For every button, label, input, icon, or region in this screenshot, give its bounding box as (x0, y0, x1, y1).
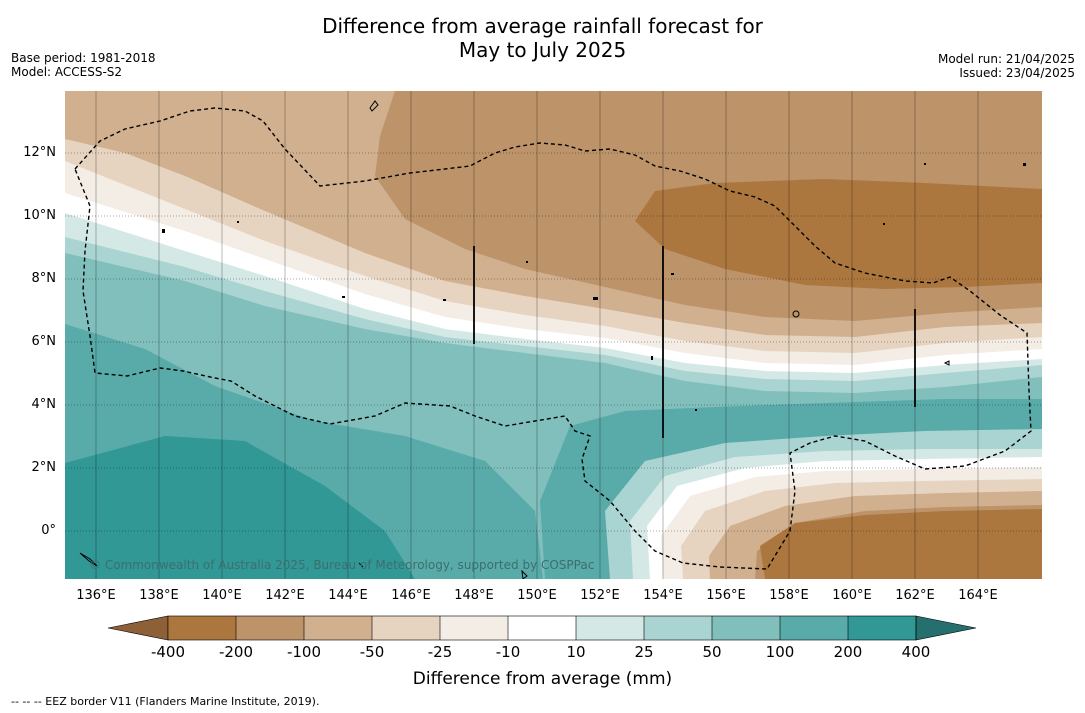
eez-footnote: -- -- -- EEZ border V11 (Flanders Marine… (11, 695, 320, 708)
lat-label-6n: 6°N (31, 334, 57, 349)
lon-label-156e: 156°E (706, 588, 746, 603)
issued-text: Issued: 23/04/2025 (959, 66, 1075, 80)
lon-label-152e: 152°E (580, 588, 620, 603)
lat-label-0: 0° (41, 523, 56, 538)
colorbar-arrow-right (915, 615, 977, 641)
colorbar-label-5: -25 (427, 643, 453, 661)
parallels (65, 152, 1042, 532)
colorbar-arrow-left (107, 615, 169, 641)
island-dots (162, 163, 1026, 411)
colorbar-swatch-7 (576, 616, 644, 640)
lon-label-150e: 150°E (517, 588, 557, 603)
band-dry-200-400 (635, 179, 1042, 289)
lon-label-148e: 148°E (454, 588, 494, 603)
colorbar-label-11: 200 (833, 643, 863, 661)
lon-label-160e: 160°E (832, 588, 872, 603)
copyright-notice: © Commonwealth of Australia 2025, Bureau… (89, 558, 595, 572)
lat-label-2n: 2°N (31, 460, 57, 475)
colorbar-label-6: -10 (495, 643, 521, 661)
lat-label-10n: 10°N (23, 208, 56, 223)
base-period-text: Base period: 1981-2018 (11, 51, 156, 65)
colorbar-swatch-1 (168, 616, 236, 640)
colorbar (107, 615, 977, 641)
colorbar-swatch-11 (848, 616, 916, 640)
colorbar-title: Difference from average (mm) (412, 669, 673, 689)
colorbar-label-10: 100 (765, 643, 795, 661)
reference-lines (473, 246, 916, 438)
colorbar-label-4: -50 (359, 643, 385, 661)
colorbar-label-3: -100 (286, 643, 322, 661)
colorbar-swatch-2 (236, 616, 304, 640)
colorbar-swatch-4 (372, 616, 440, 640)
lon-label-142e: 142°E (265, 588, 305, 603)
lon-label-164e: 164°E (958, 588, 998, 603)
title-line-2: May to July 2025 (458, 38, 627, 62)
lon-label-144e: 144°E (328, 588, 368, 603)
colorbar-swatch-6 (508, 616, 576, 640)
lon-label-138e: 138°E (139, 588, 179, 603)
graticule (95, 91, 979, 579)
colorbar-label-1: -400 (150, 643, 186, 661)
colorbar-swatch-8 (644, 616, 712, 640)
map-canvas (65, 91, 1042, 579)
lon-label-154e: 154°E (643, 588, 683, 603)
colorbar-swatch-3 (304, 616, 372, 640)
colorbar-label-8: 25 (634, 643, 654, 661)
lat-label-12n: 12°N (23, 145, 56, 160)
lon-label-136e: 136°E (76, 588, 116, 603)
lon-label-162e: 162°E (895, 588, 935, 603)
lat-label-4n: 4°N (31, 397, 57, 412)
colorbar-label-9: 50 (702, 643, 722, 661)
run-info: Model run: 21/04/2025 Issued: 23/04/2025 (938, 52, 1075, 80)
chart-title: Difference from average rainfall forecas… (0, 14, 1085, 62)
forecast-map[interactable] (65, 91, 1042, 579)
colorbar-label-7: 10 (566, 643, 586, 661)
band-dry-200-400-south (760, 509, 1042, 579)
lon-label-140e: 140°E (202, 588, 242, 603)
islands (79, 100, 950, 579)
colorbar-swatch-5 (440, 616, 508, 640)
colorbar-label-12: 400 (901, 643, 931, 661)
eez-border (74, 107, 1032, 570)
model-info: Base period: 1981-2018 Model: ACCESS-S2 (11, 51, 156, 79)
model-run-text: Model run: 21/04/2025 (937, 52, 1075, 66)
colorbar-swatch-9 (712, 616, 780, 640)
lon-label-146e: 146°E (391, 588, 431, 603)
colorbar-label-2: -200 (218, 643, 254, 661)
model-name-text: Model: ACCESS-S2 (11, 65, 123, 79)
lat-label-8n: 8°N (31, 271, 57, 286)
lon-label-158e: 158°E (769, 588, 809, 603)
title-line-1: Difference from average rainfall forecas… (322, 14, 763, 38)
colorbar-swatch-10 (780, 616, 848, 640)
